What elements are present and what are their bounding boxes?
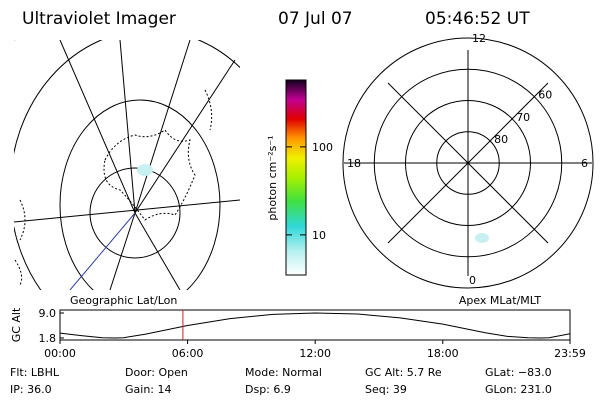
clock-label: 12 [472, 32, 486, 45]
emission [475, 233, 489, 243]
title: Ultraviolet Imager [22, 9, 176, 29]
colorbar-tick-label: 10 [312, 229, 326, 242]
strip-ylabel: GC Alt [10, 307, 23, 342]
info: Seq: 39 [365, 383, 407, 396]
polar [344, 50, 592, 276]
meridian [59, 40, 136, 214]
ring [373, 68, 563, 258]
y-tick-label: 1.8 [39, 332, 57, 345]
lat-circle [59, 99, 221, 290]
coast [103, 129, 196, 221]
info: GLat: −83.0 [485, 366, 552, 379]
ring-label: 60 [538, 89, 552, 102]
info: Dsp: 6.9 [245, 383, 291, 396]
clock-label: 6 [581, 157, 588, 170]
info: GC Alt: 5.7 Re [365, 366, 442, 379]
x-tick-label: 06:00 [172, 347, 204, 360]
info: Flt: LBHL [10, 366, 60, 379]
x-tick-label: 18:00 [427, 347, 459, 360]
info: Mode: Normal [245, 366, 322, 379]
y-tick-label: 9.0 [39, 307, 57, 320]
altitude-line [59, 312, 571, 339]
clock-label: 0 [469, 274, 476, 287]
info: Door: Open [125, 366, 188, 379]
axis [387, 82, 549, 244]
ring [405, 100, 531, 226]
x-tick-label: 12:00 [299, 347, 331, 360]
panel-label: Geographic Lat/Lon [70, 294, 177, 307]
ring-label: 70 [516, 111, 530, 124]
meridian [134, 40, 191, 214]
coast [14, 89, 213, 286]
colorbar-label: photon cm⁻²s⁻¹ [266, 135, 279, 220]
footprint [69, 212, 136, 290]
clock-label: 18 [347, 157, 361, 170]
meridian [119, 40, 136, 214]
colorbar [285, 79, 307, 276]
x-tick-label: 23:59 [554, 347, 586, 360]
ring [342, 37, 594, 289]
info: Gain: 14 [125, 383, 172, 396]
x-tick-label: 00:00 [44, 347, 76, 360]
panel-label: Apex MLat/MLT [459, 294, 542, 307]
info: IP: 36.0 [10, 383, 52, 396]
emission [137, 164, 153, 176]
time: 05:46:52 UT [425, 9, 530, 29]
ring-label: 80 [494, 133, 508, 146]
meridian [134, 59, 236, 214]
meridian [109, 212, 136, 290]
map [14, 40, 240, 290]
colorbar-tick-label: 100 [312, 141, 333, 154]
ring [436, 131, 500, 195]
meridian [134, 212, 181, 290]
lat-circle [89, 167, 181, 259]
info: GLon: 231.0 [485, 383, 552, 396]
meridian [14, 199, 240, 223]
date: 07 Jul 07 [278, 9, 353, 29]
